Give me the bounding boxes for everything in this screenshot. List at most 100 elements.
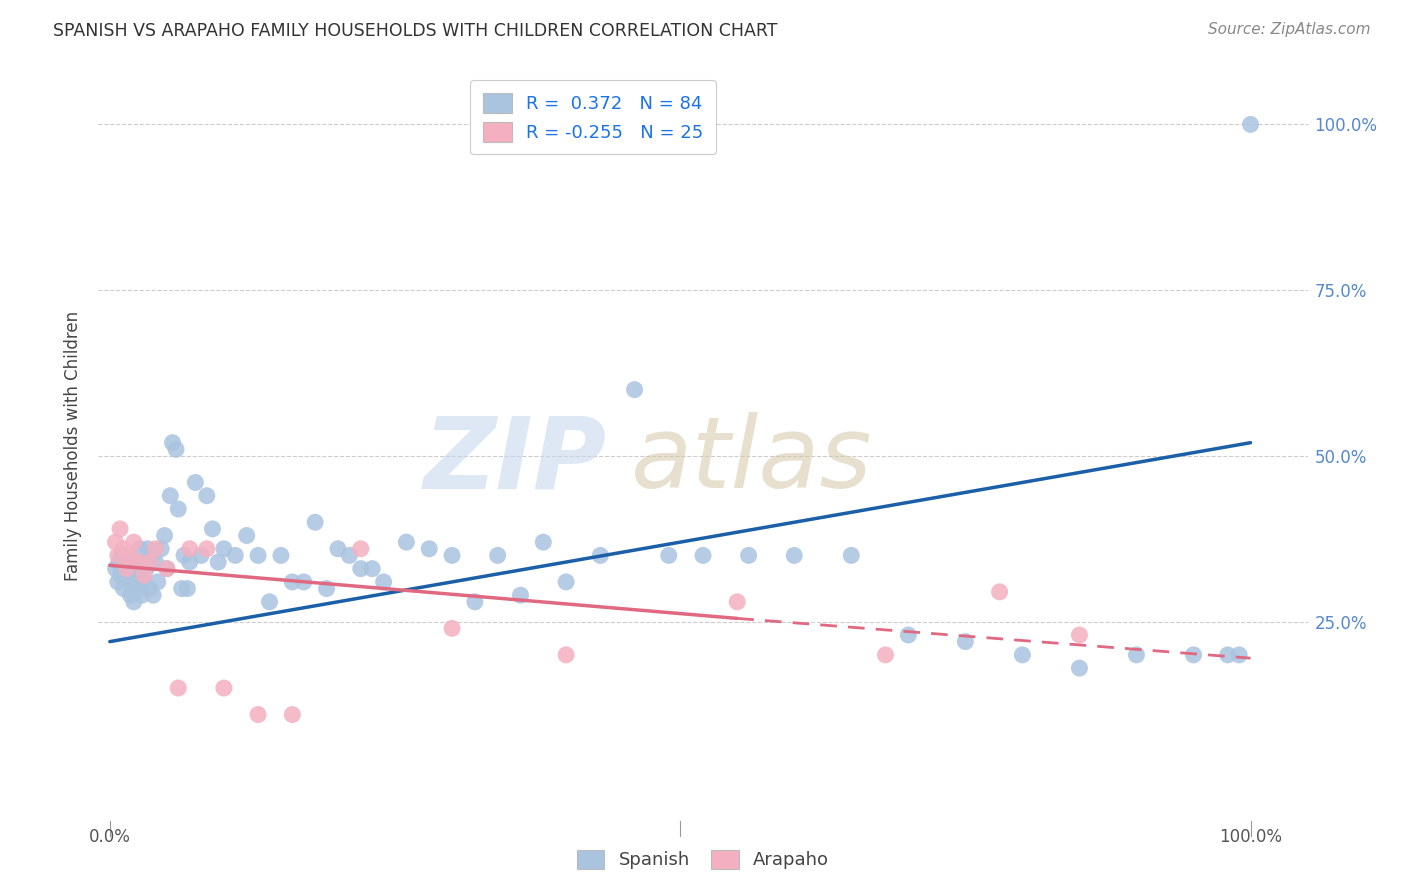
Point xyxy=(104,535,127,549)
Point xyxy=(224,549,246,563)
Point xyxy=(292,574,315,589)
Point xyxy=(107,574,129,589)
Point xyxy=(509,588,531,602)
Point xyxy=(146,574,169,589)
Point xyxy=(112,582,135,596)
Point xyxy=(212,681,235,695)
Point xyxy=(315,582,337,596)
Point xyxy=(326,541,349,556)
Point xyxy=(176,582,198,596)
Point xyxy=(875,648,897,662)
Point xyxy=(110,549,132,563)
Point xyxy=(692,549,714,563)
Point xyxy=(132,574,155,589)
Point xyxy=(589,549,612,563)
Point xyxy=(128,541,150,556)
Point xyxy=(108,568,131,582)
Point xyxy=(464,595,486,609)
Point xyxy=(281,574,304,589)
Point xyxy=(111,562,134,576)
Point xyxy=(270,549,292,563)
Text: SPANISH VS ARAPAHO FAMILY HOUSEHOLDS WITH CHILDREN CORRELATION CHART: SPANISH VS ARAPAHO FAMILY HOUSEHOLDS WIT… xyxy=(53,22,778,40)
Point xyxy=(350,541,373,556)
Point xyxy=(1125,648,1147,662)
Point xyxy=(162,435,184,450)
Point xyxy=(117,555,139,569)
Point xyxy=(1182,648,1205,662)
Text: atlas: atlas xyxy=(630,412,872,509)
Legend: Spanish, Arapaho: Spanish, Arapaho xyxy=(568,841,838,879)
Point xyxy=(131,588,153,602)
Point xyxy=(121,582,143,596)
Point xyxy=(658,549,681,563)
Point xyxy=(737,549,759,563)
Point xyxy=(897,628,920,642)
Point xyxy=(122,535,145,549)
Point xyxy=(235,528,257,542)
Legend: R =  0.372   N = 84, R = -0.255   N = 25: R = 0.372 N = 84, R = -0.255 N = 25 xyxy=(470,80,716,154)
Point xyxy=(124,568,146,582)
Point xyxy=(120,588,142,602)
Point xyxy=(132,568,155,582)
Point xyxy=(112,541,135,556)
Point xyxy=(173,549,195,563)
Point xyxy=(441,621,464,635)
Point xyxy=(122,595,145,609)
Point xyxy=(145,555,167,569)
Point xyxy=(207,555,229,569)
Point xyxy=(555,574,578,589)
Point xyxy=(259,595,281,609)
Point xyxy=(167,681,190,695)
Point xyxy=(121,574,143,589)
Point xyxy=(247,707,270,722)
Point xyxy=(179,541,201,556)
Point xyxy=(988,585,1011,599)
Point xyxy=(167,502,190,516)
Point xyxy=(486,549,509,563)
Point xyxy=(281,707,304,722)
Point xyxy=(1239,117,1261,131)
Point xyxy=(142,588,165,602)
Point xyxy=(725,595,748,609)
Point xyxy=(1011,648,1033,662)
Point xyxy=(1069,661,1091,675)
Point xyxy=(135,562,157,576)
Point xyxy=(184,475,207,490)
Point xyxy=(156,562,179,576)
Point xyxy=(139,555,162,569)
Point xyxy=(1227,648,1250,662)
Point xyxy=(839,549,862,563)
Point xyxy=(139,582,162,596)
Point xyxy=(115,568,138,582)
Point xyxy=(114,562,136,576)
Point xyxy=(373,574,395,589)
Point xyxy=(1216,648,1239,662)
Point xyxy=(531,535,554,549)
Point xyxy=(418,541,440,556)
Point xyxy=(127,555,149,569)
Point xyxy=(212,541,235,556)
Point xyxy=(145,541,167,556)
Point xyxy=(125,555,148,569)
Point xyxy=(108,522,131,536)
Point xyxy=(337,549,360,563)
Point xyxy=(247,549,270,563)
Point xyxy=(136,541,159,556)
Point xyxy=(555,648,578,662)
Y-axis label: Family Households with Children: Family Households with Children xyxy=(65,311,83,581)
Point xyxy=(195,541,218,556)
Point xyxy=(190,549,212,563)
Text: Source: ZipAtlas.com: Source: ZipAtlas.com xyxy=(1208,22,1371,37)
Point xyxy=(150,541,173,556)
Point xyxy=(156,562,179,576)
Point xyxy=(170,582,193,596)
Point xyxy=(304,515,326,529)
Point xyxy=(195,489,218,503)
Point xyxy=(115,562,138,576)
Text: ZIP: ZIP xyxy=(423,412,606,509)
Point xyxy=(120,549,142,563)
Point xyxy=(441,549,464,563)
Point xyxy=(395,535,418,549)
Point xyxy=(350,562,373,576)
Point xyxy=(783,549,806,563)
